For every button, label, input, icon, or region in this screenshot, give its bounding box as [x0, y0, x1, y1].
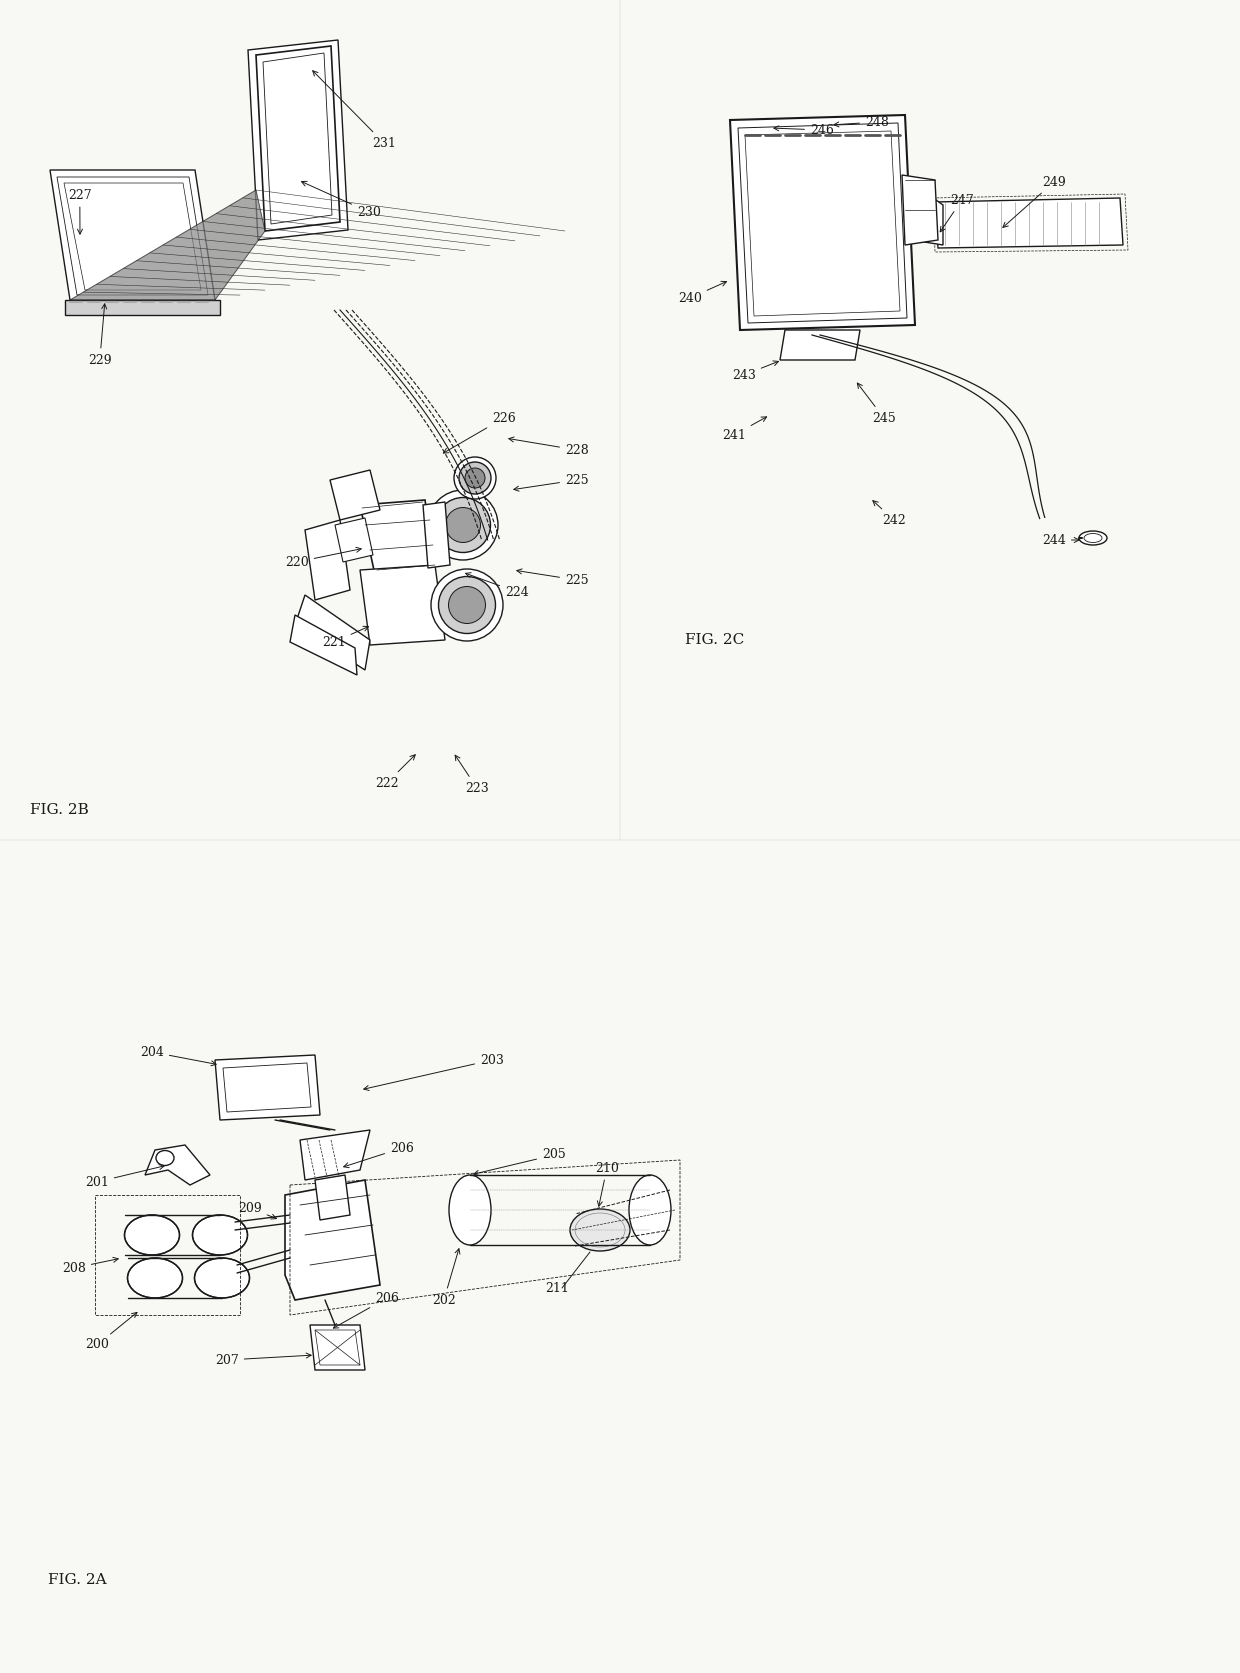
- Ellipse shape: [1079, 530, 1107, 545]
- Text: 228: 228: [508, 437, 589, 457]
- Ellipse shape: [465, 468, 485, 489]
- Text: 208: 208: [62, 1258, 118, 1275]
- Polygon shape: [64, 182, 201, 289]
- Polygon shape: [901, 176, 937, 244]
- Text: 204: 204: [140, 1046, 216, 1066]
- Polygon shape: [248, 40, 348, 239]
- Text: 231: 231: [312, 70, 396, 149]
- Polygon shape: [295, 596, 370, 669]
- Polygon shape: [305, 520, 350, 601]
- Polygon shape: [145, 1144, 210, 1184]
- Text: FIG. 2C: FIG. 2C: [684, 632, 744, 647]
- Text: 211: 211: [546, 1282, 569, 1295]
- Polygon shape: [64, 299, 219, 315]
- Text: 242: 242: [873, 500, 905, 527]
- Text: 230: 230: [301, 181, 381, 219]
- Ellipse shape: [432, 569, 503, 641]
- Text: FIG. 2B: FIG. 2B: [30, 803, 89, 816]
- Polygon shape: [360, 565, 445, 646]
- Ellipse shape: [156, 1151, 174, 1166]
- Text: 201: 201: [86, 1164, 164, 1188]
- Polygon shape: [330, 470, 379, 520]
- Text: 241: 241: [722, 417, 766, 442]
- Ellipse shape: [428, 490, 498, 560]
- Ellipse shape: [570, 1210, 630, 1251]
- Ellipse shape: [445, 507, 481, 542]
- Text: 245: 245: [857, 383, 895, 425]
- Text: 229: 229: [88, 304, 112, 366]
- Polygon shape: [423, 502, 450, 569]
- Text: 221: 221: [322, 626, 368, 649]
- Ellipse shape: [459, 462, 491, 494]
- Text: 244: 244: [1042, 534, 1079, 547]
- Text: 247: 247: [940, 194, 973, 233]
- Text: 223: 223: [455, 755, 489, 795]
- Ellipse shape: [454, 457, 496, 499]
- Text: 246: 246: [774, 124, 833, 137]
- Ellipse shape: [128, 1258, 182, 1298]
- Text: 225: 225: [513, 473, 589, 492]
- Polygon shape: [69, 191, 265, 299]
- Text: 224: 224: [466, 572, 528, 599]
- Polygon shape: [310, 1325, 365, 1370]
- Text: 226: 226: [444, 412, 516, 453]
- Ellipse shape: [629, 1174, 671, 1245]
- Ellipse shape: [449, 587, 486, 624]
- Text: 207: 207: [215, 1353, 311, 1367]
- Ellipse shape: [435, 497, 491, 552]
- Polygon shape: [50, 171, 215, 299]
- Polygon shape: [935, 197, 1123, 248]
- Polygon shape: [730, 115, 915, 330]
- Text: 206: 206: [334, 1292, 399, 1328]
- Text: 248: 248: [833, 115, 889, 129]
- Ellipse shape: [124, 1215, 180, 1255]
- Ellipse shape: [192, 1215, 248, 1255]
- Text: 243: 243: [732, 361, 779, 381]
- Text: 240: 240: [678, 281, 727, 304]
- Ellipse shape: [449, 1174, 491, 1245]
- Text: 220: 220: [285, 547, 361, 569]
- Text: 200: 200: [86, 1312, 136, 1352]
- Text: 206: 206: [343, 1141, 414, 1168]
- Polygon shape: [745, 130, 900, 316]
- Polygon shape: [908, 181, 942, 244]
- Text: 209: 209: [238, 1201, 277, 1220]
- Text: 222: 222: [374, 755, 415, 790]
- Text: FIG. 2A: FIG. 2A: [48, 1573, 107, 1588]
- Polygon shape: [315, 1174, 350, 1220]
- Polygon shape: [360, 500, 435, 576]
- Text: 249: 249: [1003, 176, 1065, 228]
- Text: 225: 225: [517, 569, 589, 587]
- Polygon shape: [290, 616, 357, 674]
- Text: 203: 203: [363, 1054, 503, 1091]
- Text: 202: 202: [432, 1248, 460, 1307]
- Text: 227: 227: [68, 189, 92, 234]
- Polygon shape: [780, 330, 861, 360]
- Text: 205: 205: [474, 1148, 565, 1176]
- Polygon shape: [300, 1129, 370, 1179]
- Ellipse shape: [195, 1258, 249, 1298]
- Polygon shape: [215, 1056, 320, 1119]
- Polygon shape: [285, 1179, 379, 1300]
- Polygon shape: [335, 519, 373, 562]
- Ellipse shape: [439, 577, 496, 634]
- Text: 210: 210: [595, 1161, 619, 1206]
